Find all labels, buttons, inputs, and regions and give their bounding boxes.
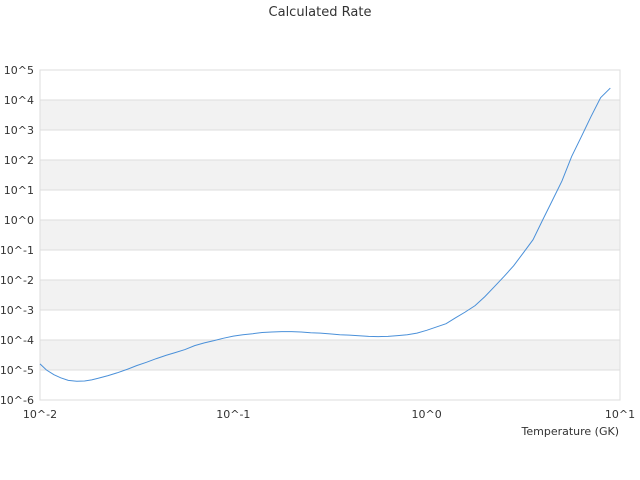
y-tick-label: 10^-2 — [0, 274, 34, 287]
y-tick-label: 10^0 — [4, 214, 34, 227]
series-line — [39, 87, 611, 382]
plot-area-border — [39, 69, 621, 401]
y-tick-label: 10^-1 — [0, 244, 34, 257]
y-tick-label: 10^3 — [4, 124, 34, 137]
y-tick-label: 10^2 — [4, 154, 34, 167]
y-axis: 10^5 10^4 10^3 10^2 10^1 10^0 10^-1 10^-2 10^-3 1… — [0, 64, 34, 407]
y-tick-label: 10^-6 — [0, 394, 34, 407]
grid-band — [40, 340, 620, 370]
y-tick-label: 10^1 — [4, 184, 34, 197]
chart-title: Calculated Rate — [269, 5, 372, 20]
grid-bands — [40, 69, 620, 371]
x-tick-label: 10^-2 — [23, 408, 57, 421]
x-axis: 10^-2 10^-1 10^0 10^1 — [23, 408, 635, 421]
grid-band — [40, 100, 620, 130]
y-tick-label: 10^-3 — [0, 304, 34, 317]
x-axis-label: Temperature (GK) — [521, 425, 620, 438]
x-tick-label: 10^-1 — [216, 408, 250, 421]
y-tick-label: 10^4 — [4, 94, 34, 107]
grid-band — [40, 280, 620, 310]
grid-band — [40, 220, 620, 250]
grid-band — [40, 160, 620, 190]
x-tick-label: 10^0 — [412, 408, 442, 421]
y-tick-label: 10^5 — [4, 64, 34, 77]
y-tick-label: 10^-4 — [0, 334, 34, 347]
y-tick-label: 10^-5 — [0, 364, 34, 377]
x-tick-label: 10^1 — [605, 408, 635, 421]
